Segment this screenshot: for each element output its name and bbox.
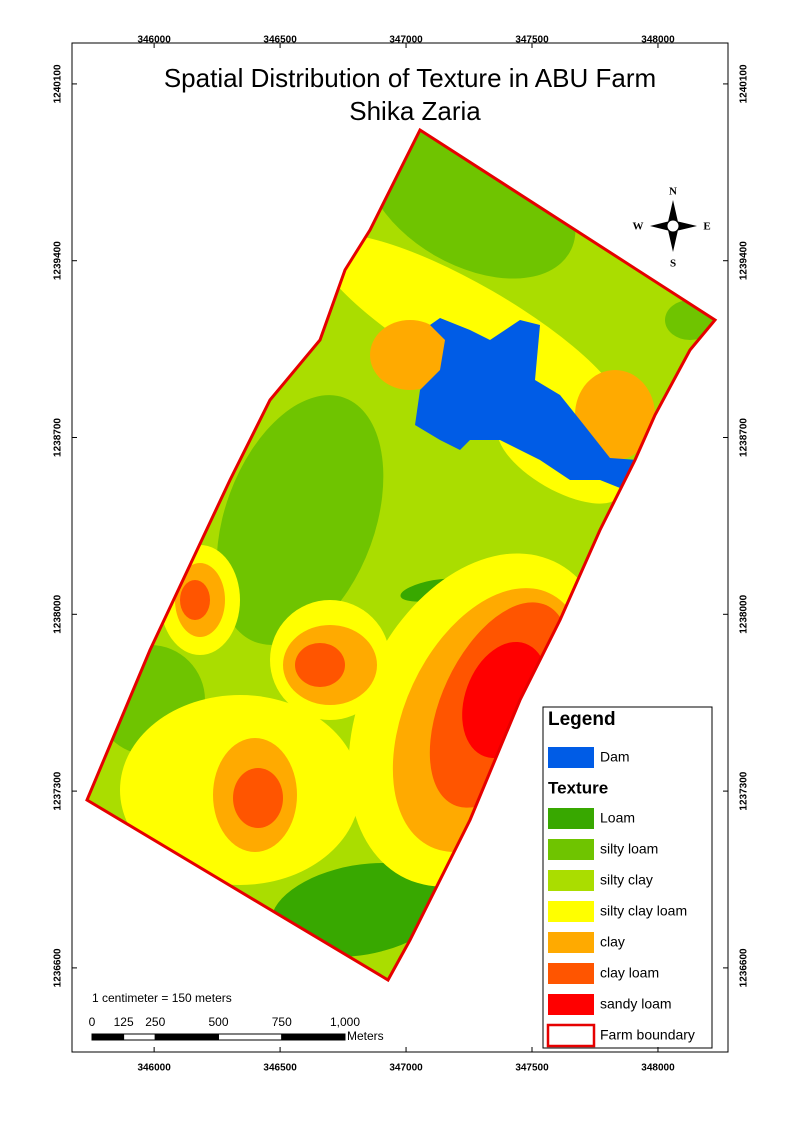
y-tick-label: 1237300 — [53, 771, 64, 810]
legend-swatch — [548, 932, 594, 953]
compass-n: N — [669, 186, 677, 198]
legend-swatch — [548, 808, 594, 829]
scale-label: 500 — [208, 1015, 228, 1029]
y-tick-label: 1236600 — [739, 948, 750, 987]
legend-swatch — [548, 901, 594, 922]
y-tick-label: 1239400 — [53, 241, 64, 280]
y-tick-label: 1238700 — [739, 418, 750, 457]
legend-label: Farm boundary — [600, 1027, 695, 1043]
x-tick-label: 346500 — [263, 35, 297, 46]
x-tick-label: 348000 — [641, 35, 675, 46]
texture-area — [665, 300, 715, 340]
texture-area — [575, 370, 655, 460]
y-tick-label: 1238000 — [739, 594, 750, 633]
scale-label: 250 — [145, 1015, 165, 1029]
scale-segment — [123, 1033, 156, 1041]
scale-bar: 0 125 250 500 750 1,000 — [89, 1015, 360, 1041]
scale-label: 750 — [272, 1015, 292, 1029]
legend-swatch — [548, 994, 594, 1015]
y-tick-label: 1237300 — [739, 771, 750, 810]
texture-area — [295, 643, 345, 687]
scale-label: 0 — [89, 1015, 96, 1029]
legend-label: clay — [600, 934, 625, 950]
y-tick-label: 1240100 — [739, 64, 750, 103]
texture-area — [370, 320, 450, 390]
legend-title: Legend — [548, 709, 616, 730]
map-title: Shika Zaria — [349, 96, 481, 126]
compass-s: S — [670, 258, 676, 270]
compass-e: E — [703, 221, 710, 233]
y-tick-label: 1238000 — [53, 594, 64, 633]
texture-area — [180, 580, 210, 620]
x-tick-label: 347000 — [389, 1063, 423, 1074]
map-title: Spatial Distribution of Texture in ABU F… — [164, 63, 656, 93]
legend-label: Loam — [600, 810, 635, 826]
texture-area — [216, 395, 384, 645]
scale-segment — [91, 1033, 125, 1041]
scale-label: 125 — [114, 1015, 134, 1029]
x-tick-label: 346500 — [263, 1063, 297, 1074]
x-tick-label: 346000 — [137, 35, 171, 46]
texture-area — [233, 768, 283, 828]
scale-label: 1,000 — [330, 1015, 360, 1029]
x-tick-label: 348000 — [641, 1063, 675, 1074]
legend-label: clay loam — [600, 965, 659, 981]
scale-unit: Meters — [347, 1029, 384, 1043]
dam — [415, 318, 638, 490]
legend-swatch — [548, 870, 594, 891]
legend-subtitle: Texture — [548, 778, 608, 797]
scale-segment — [154, 1033, 219, 1041]
y-tick-label: 1239400 — [739, 241, 750, 280]
map-frame — [71, 42, 729, 1053]
compass: N S E W — [633, 186, 711, 270]
legend-swatch — [546, 1023, 596, 1048]
x-tick-label: 347500 — [515, 35, 549, 46]
compass-w: W — [633, 221, 644, 233]
legend-label: silty clay — [600, 872, 653, 888]
y-tick-label: 1236600 — [53, 948, 64, 987]
scale-text: 1 centimeter = 150 meters — [92, 991, 232, 1005]
legend-swatch — [548, 839, 594, 860]
legend-swatch — [548, 747, 594, 768]
legend: Legend Dam Texture Loam silty loam silty c… — [542, 706, 713, 1049]
x-tick-label: 346000 — [137, 1063, 171, 1074]
legend-label: Dam — [600, 749, 630, 765]
texture-area — [271, 863, 449, 957]
x-tick-label: 347000 — [389, 35, 423, 46]
legend-label: silty loam — [600, 841, 658, 857]
legend-label: silty clay loam — [600, 903, 687, 919]
y-tick-label: 1238700 — [53, 418, 64, 457]
y-tick-label: 1240100 — [53, 64, 64, 103]
x-tick-label: 347500 — [515, 1063, 549, 1074]
scale-segment — [218, 1033, 283, 1041]
legend-swatch — [548, 963, 594, 984]
scale-segment — [281, 1033, 346, 1041]
legend-label: sandy loam — [600, 996, 672, 1012]
